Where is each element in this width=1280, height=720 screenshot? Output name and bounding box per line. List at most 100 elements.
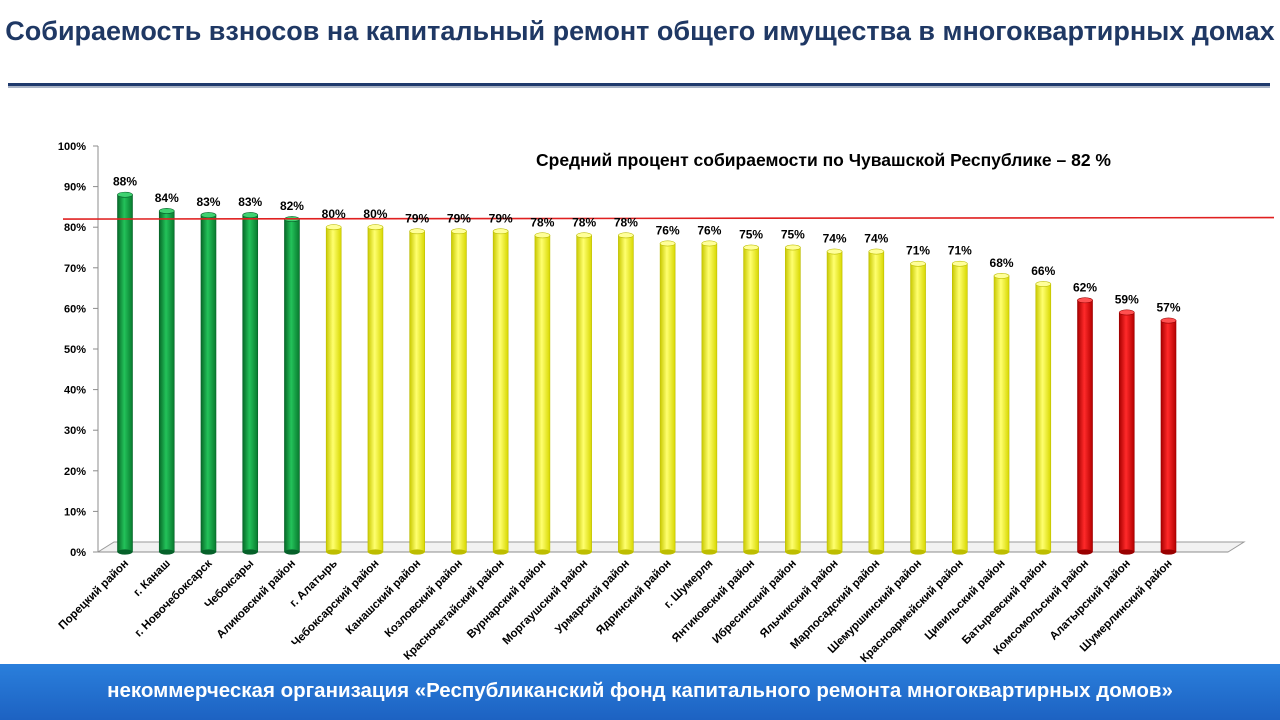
- bar-base: [1119, 549, 1135, 555]
- bar: [534, 232, 551, 555]
- bar-body: [868, 251, 885, 553]
- bar-base: [1035, 549, 1051, 555]
- y-tick-label: 0%: [70, 547, 86, 559]
- y-tick-label: 20%: [64, 466, 86, 478]
- bar-base: [493, 549, 509, 555]
- category-label: Козловский район: [383, 558, 465, 640]
- bar: [117, 191, 133, 555]
- bar-body: [242, 214, 259, 553]
- bar-top: [785, 244, 801, 251]
- data-label: 82%: [280, 199, 304, 213]
- value-labels: 88% 84% 83% 83% 82% 80% 80% 79% 79% 79% 78% 78% 78% 7…: [113, 175, 1181, 315]
- bar: [951, 260, 968, 555]
- y-tick-label: 50%: [64, 344, 86, 356]
- data-label: 71%: [948, 244, 972, 258]
- bar-base: [367, 549, 383, 555]
- category-label: Порецкий район: [57, 558, 132, 633]
- bar-top: [492, 228, 509, 235]
- bar-base: [576, 549, 592, 555]
- bar-body: [701, 243, 718, 553]
- bar-body: [1118, 312, 1135, 553]
- bar-body: [409, 230, 425, 553]
- category-label: Моргаушский район: [501, 558, 591, 648]
- bar: [451, 228, 467, 555]
- bar-base: [618, 549, 634, 555]
- average-line-stroke: [62, 216, 1275, 220]
- title-divider-shadow: [8, 86, 1270, 88]
- page-title: Собираемость взносов на капитальный ремо…: [5, 16, 1275, 46]
- data-label: 76%: [656, 223, 680, 237]
- bar-base: [910, 549, 926, 555]
- bar-top: [158, 208, 175, 214]
- category-label: Аликовский район: [215, 558, 299, 642]
- bar: [1035, 281, 1052, 555]
- bar-top: [576, 232, 592, 239]
- bar-body: [618, 235, 634, 553]
- bar-top: [409, 228, 425, 235]
- y-axis: 0% 10% 20% 30% 40% 50% 60% 70% 80% 90% 100%: [58, 141, 99, 559]
- bar-body: [451, 230, 467, 553]
- bar: [785, 244, 801, 555]
- bar-base: [117, 549, 133, 555]
- bar-body: [117, 194, 133, 553]
- bar-top: [367, 224, 384, 231]
- bar: [284, 216, 300, 555]
- bar-top: [993, 273, 1010, 279]
- bar: [492, 228, 509, 555]
- average-annotation: Средний процент собираемости по Чувашско…: [536, 150, 1111, 170]
- bar: [576, 232, 592, 555]
- bar: [242, 212, 259, 555]
- bar-base: [827, 549, 843, 555]
- bar-base: [1077, 549, 1093, 555]
- data-label: 75%: [739, 228, 763, 242]
- bar-top: [868, 248, 885, 255]
- data-label: 83%: [238, 195, 262, 209]
- y-tick-label: 10%: [64, 506, 86, 518]
- bar: [659, 240, 676, 555]
- data-label: 80%: [322, 207, 346, 221]
- data-label: 66%: [1031, 264, 1055, 278]
- bar-top: [743, 244, 759, 251]
- data-label: 80%: [363, 207, 387, 221]
- bar: [1160, 317, 1177, 555]
- bar-base: [743, 549, 759, 555]
- bar-top: [826, 248, 843, 255]
- data-label: 78%: [572, 215, 596, 229]
- bar-top: [325, 224, 342, 231]
- category-label: Яльчикский район: [758, 558, 841, 641]
- data-label: 84%: [155, 191, 179, 205]
- bar-top: [200, 212, 217, 218]
- bar-base: [326, 549, 342, 555]
- bar-body: [993, 275, 1010, 553]
- bar-top: [534, 232, 551, 239]
- bar-body: [325, 226, 342, 553]
- bar-base: [200, 549, 216, 555]
- bar-body: [1160, 320, 1177, 553]
- bar-base: [409, 549, 425, 555]
- data-label: 74%: [864, 232, 888, 246]
- bar: [743, 244, 759, 555]
- bar: [409, 228, 425, 555]
- data-label: 74%: [823, 232, 847, 246]
- bar-top: [242, 212, 259, 218]
- category-label: Ибресинский район: [711, 558, 799, 646]
- bar-base: [159, 549, 175, 555]
- y-tick-label: 40%: [64, 385, 86, 397]
- category-label: Ядринский район: [594, 558, 674, 638]
- bar-top: [910, 260, 926, 267]
- bar-body: [367, 226, 384, 553]
- category-label: Урмарский район: [553, 558, 632, 637]
- bar-body: [576, 235, 592, 553]
- bar: [993, 273, 1010, 555]
- category-label: Цивильский район: [923, 558, 1008, 643]
- bar-body: [951, 263, 968, 553]
- bar-base: [868, 549, 884, 555]
- bar-body: [826, 251, 843, 553]
- bar-base: [994, 549, 1010, 555]
- bar-body: [743, 247, 759, 553]
- title-divider: [8, 83, 1270, 86]
- data-label: 57%: [1156, 301, 1180, 315]
- bar-body: [910, 263, 926, 553]
- bar-top: [1118, 309, 1135, 316]
- bar-body: [534, 235, 551, 553]
